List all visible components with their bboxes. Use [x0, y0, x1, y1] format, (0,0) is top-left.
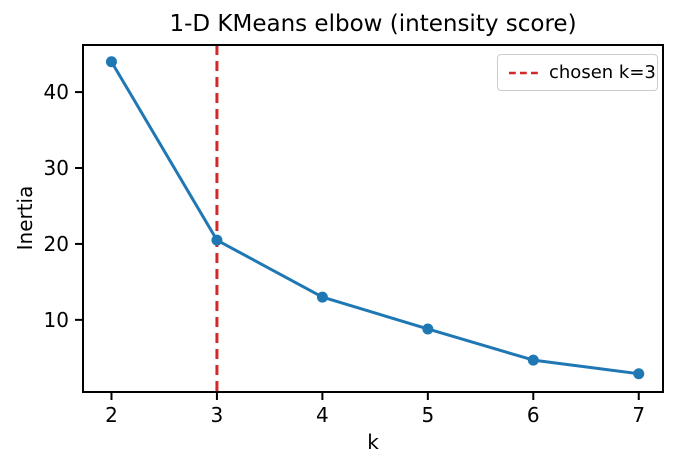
elbow-line	[109, 60, 641, 376]
dashed-line-swatch-icon	[509, 71, 539, 74]
y-axis-label: Inertia	[13, 185, 37, 251]
x-tick-label-2: 2	[105, 403, 118, 427]
data-point-k4	[316, 291, 328, 303]
y-tick-label-30: 30	[44, 156, 69, 180]
legend-label: chosen k=3	[549, 62, 656, 83]
y-tick-label-40: 40	[44, 80, 69, 104]
data-point-k6	[527, 354, 539, 366]
x-tick-label-6: 6	[527, 403, 540, 427]
data-point-k5	[422, 323, 434, 335]
y-tick-label-10: 10	[44, 308, 69, 332]
x-tick-label-3: 3	[211, 403, 224, 427]
y-tick-label-20: 20	[44, 232, 69, 256]
x-tick-label-4: 4	[316, 403, 329, 427]
data-point-k3	[211, 234, 223, 246]
x-axis-label: k	[367, 430, 379, 454]
chart-title: 1-D KMeans elbow (intensity score)	[169, 11, 577, 37]
x-tick-label-7: 7	[632, 403, 645, 427]
legend: chosen k=3	[497, 54, 658, 91]
data-point-k2	[105, 56, 117, 68]
legend-entry: chosen k=3	[508, 62, 656, 83]
plot-border	[82, 44, 664, 393]
data-point-k7	[633, 368, 645, 380]
x-tick-label-5: 5	[421, 403, 434, 427]
